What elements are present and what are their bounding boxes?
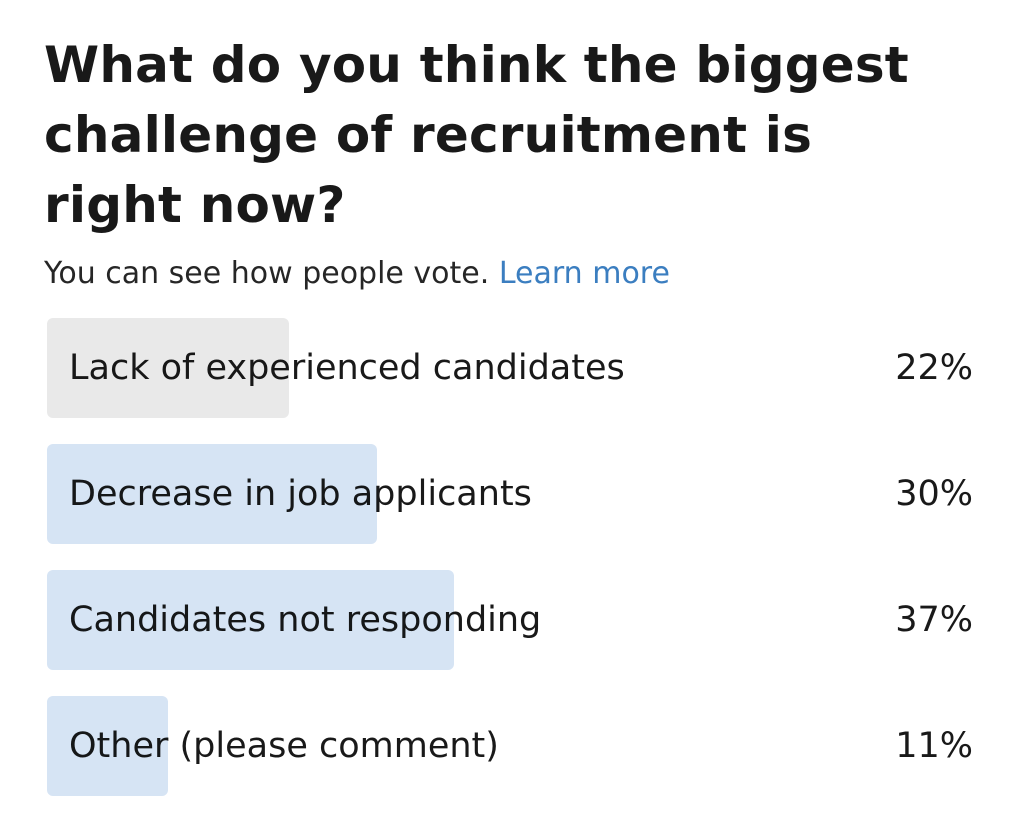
option-label: Decrease in job applicants [69, 474, 532, 514]
poll-card: What do you think the biggest challenge … [44, 30, 980, 822]
option-percentage: 30% [895, 474, 973, 514]
poll-options: Lack of experienced candidates 22% Decre… [44, 318, 980, 796]
option-label: Candidates not responding [69, 600, 542, 640]
result-bar [47, 696, 168, 796]
option-percentage: 11% [895, 726, 973, 766]
result-bar [47, 570, 454, 670]
poll-option-other[interactable]: Other (please comment) 11% [47, 696, 973, 796]
result-bar [47, 318, 289, 418]
vote-visibility-notice: You can see how people vote. Learn more [44, 254, 980, 294]
visibility-text: You can see how people vote. [44, 256, 490, 291]
result-bar [47, 444, 377, 544]
poll-question: What do you think the biggest challenge … [44, 36, 909, 234]
option-label: Lack of experienced candidates [69, 348, 625, 388]
poll-option-decrease-in-job-applicants[interactable]: Decrease in job applicants 30% [47, 444, 973, 544]
option-percentage: 22% [895, 348, 973, 388]
option-label: Other (please comment) [69, 726, 499, 766]
poll-option-candidates-not-responding[interactable]: Candidates not responding 37% [47, 570, 973, 670]
learn-more-link[interactable]: Learn more [498, 256, 670, 291]
option-percentage: 37% [895, 600, 973, 640]
poll-option-lack-of-experienced-candidates[interactable]: Lack of experienced candidates 22% [47, 318, 973, 418]
